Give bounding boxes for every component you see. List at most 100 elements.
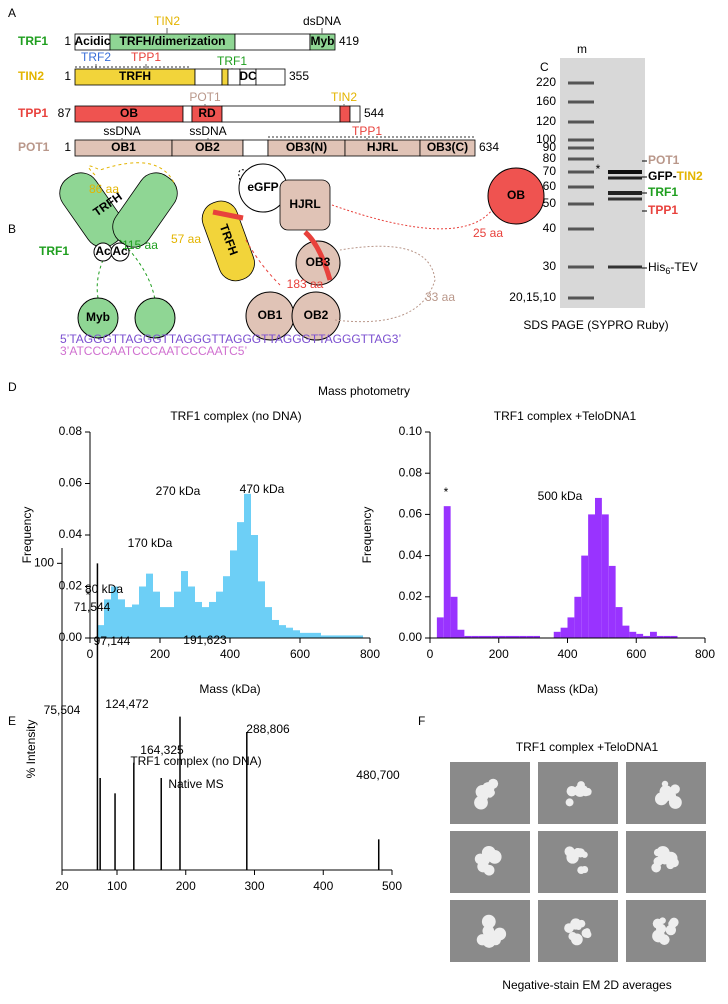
ladder-label: 40: [543, 221, 557, 235]
em-average: [450, 831, 530, 893]
peak-label: 71,544: [74, 600, 111, 614]
protein-name: TPP1: [18, 106, 48, 120]
binding-label: TIN2: [154, 14, 180, 28]
band-label-part: POT1: [648, 153, 680, 167]
binding-label: TPP1: [352, 124, 382, 138]
bar: [356, 635, 363, 638]
em-density: [652, 929, 665, 943]
domain-label: HJRL: [367, 140, 398, 154]
band-label-part: TIN2: [677, 169, 703, 183]
linker: [238, 169, 251, 181]
residue-start: 1: [64, 140, 71, 154]
myb: [134, 297, 176, 339]
dna-strand: 5’TAGGGTTAGGGTTAGGGTTAGGGTTAGGGTTAGGGTTA…: [60, 332, 401, 346]
residue-end: 419: [339, 34, 359, 48]
bar: [505, 635, 513, 638]
x-tick-label: 800: [695, 647, 715, 661]
em-density: [477, 860, 489, 873]
domain: [339, 105, 351, 123]
band-label-part: His: [648, 260, 665, 274]
peak-label: 191,623: [183, 633, 227, 647]
y-tick-label: 0.04: [399, 548, 423, 562]
bar: [574, 596, 582, 638]
bar: [265, 607, 272, 638]
sample-band: [608, 265, 642, 269]
em-density: [651, 862, 661, 873]
bar: [512, 635, 520, 638]
linker: [303, 230, 333, 281]
bar: [608, 565, 616, 638]
bar: [478, 635, 485, 638]
em-density: [570, 918, 582, 930]
ladder-band: [568, 202, 594, 206]
residue-start: 1: [64, 34, 71, 48]
x-axis-label: Mass (kDa): [537, 682, 598, 696]
y-tick-label: 0.02: [59, 579, 83, 593]
y-tick-label: 0.06: [399, 507, 423, 521]
band-label: His6-TEV: [648, 260, 698, 276]
star: *: [596, 162, 601, 176]
bar: [567, 617, 575, 638]
bar: [146, 573, 153, 638]
ladder-label: 220: [536, 75, 556, 89]
bar: [436, 617, 444, 638]
chart-title: TRF1 complex +TeloDNA1: [494, 409, 637, 423]
panel-letter: B: [8, 222, 16, 236]
bar: [314, 632, 321, 638]
bar: [581, 555, 589, 638]
protein-name: TRF1: [18, 34, 48, 48]
ac: [110, 242, 130, 262]
bar: [174, 591, 181, 638]
bar: [209, 601, 216, 638]
domain-label: Myb: [311, 34, 335, 48]
bar: [272, 619, 279, 638]
domain-label: DC: [239, 69, 257, 83]
domain: [221, 105, 341, 123]
bar: [342, 635, 349, 638]
domain-label: Acidic: [74, 34, 110, 48]
band-label: POT1: [648, 153, 680, 167]
binding-label: ssDNA: [103, 124, 140, 138]
ladder-band: [568, 265, 594, 269]
domain-label: OB3(N): [286, 140, 327, 154]
em-density: [483, 847, 496, 860]
band-label-part: TPP1: [648, 203, 678, 217]
bar: [300, 632, 307, 638]
cartoon-label: Ac: [95, 244, 111, 258]
em-density: [577, 781, 585, 789]
caption: SDS PAGE (SYPRO Ruby): [523, 318, 668, 332]
linker-length: 33 aa: [425, 290, 455, 304]
bar: [97, 625, 104, 638]
em-density: [659, 917, 666, 924]
bar: [153, 591, 160, 638]
bar: [595, 497, 602, 638]
bar: [104, 599, 111, 638]
em-density: [654, 792, 668, 806]
em-density: [490, 932, 501, 943]
binding-label: dsDNA: [303, 14, 341, 28]
bar: [244, 493, 251, 638]
bar: [650, 631, 657, 638]
domain-label: TRFH/dimerization: [119, 34, 225, 48]
sample-band: [608, 191, 642, 195]
x-tick-label: 600: [290, 647, 310, 661]
ladder-band: [568, 100, 594, 104]
cartoon-label: OB: [507, 188, 525, 202]
domain-label: TRFH: [119, 69, 151, 83]
cartoon-label: Ac: [112, 244, 128, 258]
ladder-band: [568, 296, 594, 300]
binding-label: POT1: [189, 90, 221, 104]
x-tick-label: 200: [150, 647, 170, 661]
x-tick-label: 400: [313, 879, 333, 893]
residue-end: 544: [364, 106, 384, 120]
ladder-band: [568, 146, 594, 150]
bar: [533, 635, 540, 638]
bar: [132, 604, 139, 638]
ladder-band: [568, 185, 594, 189]
em-density: [487, 789, 495, 797]
chart-title: TRF1 complex (no DNA): [130, 754, 261, 768]
chart-subtitle: Native MS: [168, 777, 223, 791]
em-average: [538, 831, 618, 893]
bar: [335, 635, 342, 638]
bar: [471, 635, 479, 638]
